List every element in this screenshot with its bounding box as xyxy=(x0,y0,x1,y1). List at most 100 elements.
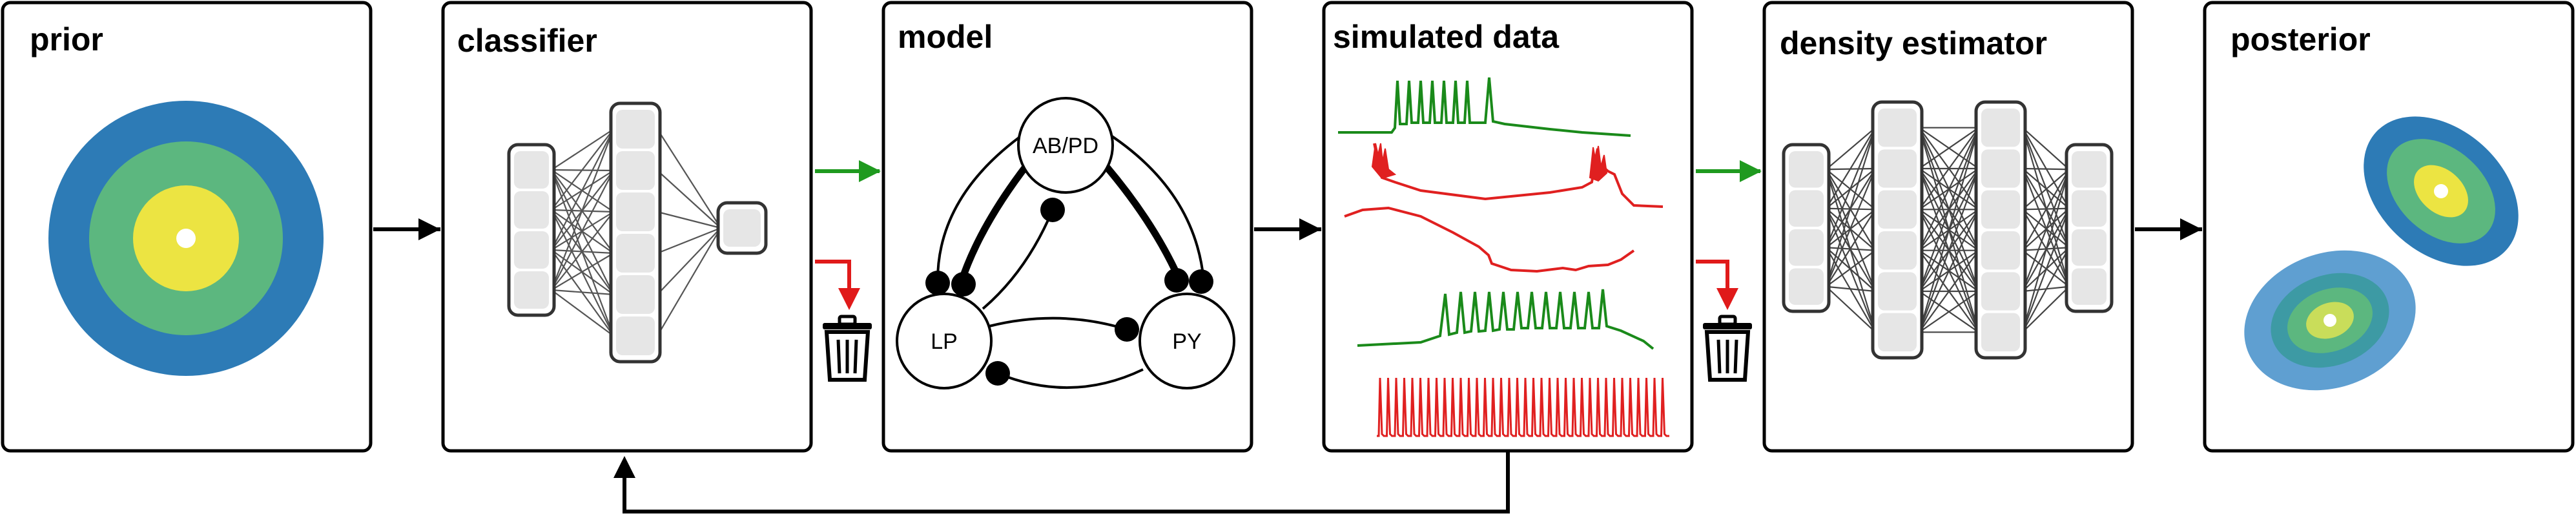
synapse-terminal xyxy=(1164,268,1189,293)
network-connection xyxy=(2022,127,2070,171)
arrow-feedback-to-classifier xyxy=(623,452,1510,513)
network-connection xyxy=(551,129,614,251)
simulated-data-panel xyxy=(1322,1,1694,453)
network-unit xyxy=(2072,229,2107,266)
trace-red-1-burst-2 xyxy=(1589,145,1608,182)
network-connection xyxy=(1919,127,1979,251)
network-connection xyxy=(551,253,614,291)
posterior-mode-lower xyxy=(2244,250,2416,391)
neuron-py-label: PY xyxy=(1172,329,1201,354)
network-connection xyxy=(657,129,721,229)
network-connection xyxy=(1919,209,1979,333)
arrowhead xyxy=(1716,288,1738,310)
network-unit xyxy=(1878,109,1917,147)
network-connection xyxy=(2022,169,2070,251)
network-connection xyxy=(1918,127,1980,333)
classifier-network xyxy=(507,101,768,364)
network-unit xyxy=(1981,109,2020,147)
network-unit xyxy=(1981,313,2020,351)
trace-red-2 xyxy=(1344,206,1635,273)
network-unit xyxy=(1878,190,1917,229)
red-arrow-down-icon xyxy=(815,260,851,291)
network-connection xyxy=(550,129,615,291)
network-connection xyxy=(1825,127,1877,287)
network-unit xyxy=(1981,149,2020,188)
trace-red-3 xyxy=(1377,377,1669,437)
network-connection xyxy=(1919,127,1979,210)
network-connection xyxy=(1826,169,1876,251)
posterior-distribution xyxy=(2244,116,2519,391)
posterior-title: posterior xyxy=(2231,21,2371,57)
prior-center-dot xyxy=(176,229,196,248)
network-unit xyxy=(514,151,549,189)
network-connection xyxy=(1826,249,1876,287)
network-connection xyxy=(551,289,614,296)
network-connection xyxy=(2022,209,2070,287)
network-unit xyxy=(2072,151,2107,188)
model-circuit: AB/PD LP PY xyxy=(896,97,1235,389)
prior-title: prior xyxy=(30,21,103,57)
network-connection xyxy=(1919,250,1979,333)
network-connection xyxy=(551,129,614,171)
network-connection xyxy=(1826,208,1876,292)
posterior-lower-dot xyxy=(2324,314,2336,327)
network-connection xyxy=(1825,168,1877,287)
network-connection xyxy=(1919,127,1979,169)
flow-arrows xyxy=(373,160,2202,513)
network-connection xyxy=(551,129,614,211)
network-connection xyxy=(1826,127,1876,209)
network-connection xyxy=(657,170,721,229)
network-unit xyxy=(1878,149,1917,188)
posterior-upper-dot xyxy=(2434,184,2448,198)
network-connection xyxy=(1918,127,1980,292)
density-estimator-title: density estimator xyxy=(1780,25,2047,61)
network-unit xyxy=(1981,272,2020,311)
network-connection xyxy=(2021,208,2070,333)
network-connection xyxy=(2022,247,2070,333)
network-connection xyxy=(1919,291,1979,333)
network-connection xyxy=(657,227,721,295)
network-unit xyxy=(1878,231,1917,270)
synapse-lp-to-abpd xyxy=(982,209,1054,310)
network-unit xyxy=(1789,151,1824,188)
network-connection xyxy=(1826,247,1876,292)
network-connection xyxy=(1826,127,1876,171)
network-connection xyxy=(2022,168,2070,248)
arrowhead xyxy=(613,456,635,478)
network-unit xyxy=(723,209,761,247)
synapse-terminal xyxy=(1040,198,1065,222)
network-unit xyxy=(2072,190,2107,227)
network-unit xyxy=(1789,190,1824,227)
network-connection xyxy=(1918,168,1980,333)
network-unit xyxy=(616,234,655,273)
trash-icon xyxy=(1703,315,1752,382)
network-unit xyxy=(616,192,655,231)
network-unit xyxy=(514,231,549,269)
network-unit xyxy=(514,191,549,229)
network-unit xyxy=(616,151,655,190)
network-unit xyxy=(1789,268,1824,305)
network-connection xyxy=(551,289,614,337)
network-unit xyxy=(1789,229,1824,266)
network-unit xyxy=(1981,231,2020,270)
arrowhead xyxy=(1299,218,1321,240)
network-connection xyxy=(2022,169,2070,211)
network-connection xyxy=(1826,285,1876,333)
network-connection xyxy=(2021,169,2070,292)
neuron-abpd-label: AB/PD xyxy=(1033,134,1098,158)
density-estimator-network xyxy=(1782,100,2114,360)
posterior-panel xyxy=(2203,1,2575,453)
network-connection xyxy=(2022,285,2070,333)
red-arrow-down-icon xyxy=(1696,260,1729,291)
arrowhead xyxy=(1740,160,1762,182)
network-unit xyxy=(2072,268,2107,305)
neuron-lp xyxy=(896,293,993,389)
arrowhead xyxy=(838,288,860,310)
synapse-terminal xyxy=(1115,317,1139,342)
trace-red-1-burst xyxy=(1371,143,1397,180)
synapse-terminal xyxy=(925,271,950,295)
synapse-abpd-to-lp xyxy=(936,128,1032,284)
simulated-traces xyxy=(1338,77,1669,437)
arrowhead xyxy=(859,160,881,182)
